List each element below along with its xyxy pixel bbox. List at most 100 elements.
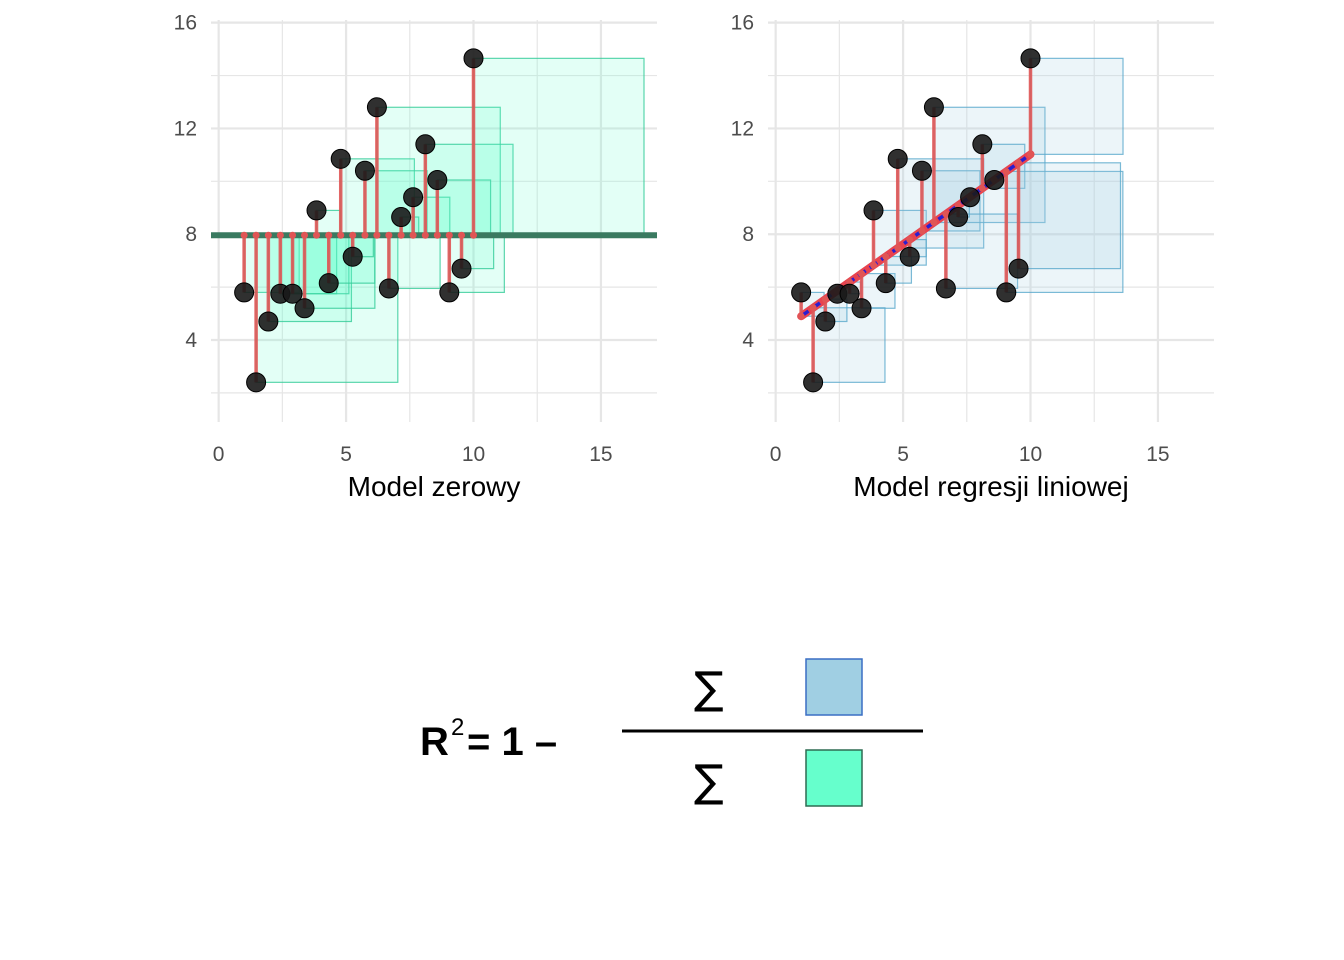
residual-square (472, 57, 645, 236)
data-point (839, 283, 860, 304)
fitted-point (264, 231, 272, 239)
y-tick-label: 12 (174, 117, 197, 140)
data-point (318, 273, 339, 294)
residual-square (460, 234, 495, 270)
data-point (246, 372, 267, 393)
fitted-point (421, 231, 429, 239)
data-point (234, 282, 255, 303)
fitted-point (252, 231, 260, 239)
x-tick-label: 15 (589, 443, 612, 466)
data-point (815, 311, 836, 332)
fitted-point (445, 231, 453, 239)
residual-square (1029, 57, 1124, 155)
data-point (378, 278, 399, 299)
fitted-point (821, 295, 829, 303)
y-tick-label: 16 (731, 12, 754, 35)
residual-square (291, 234, 350, 295)
regression-model-panel: 0 5 10 15 4 8 12 16 Model regresji liniowej (731, 12, 1214, 502)
data-point (972, 134, 993, 155)
data-point (1008, 258, 1029, 279)
y-tick-label: 8 (742, 223, 754, 246)
fitted-point (433, 231, 441, 239)
data-point (366, 97, 387, 118)
fitted-point (325, 231, 333, 239)
data-point (439, 282, 460, 303)
fitted-point (349, 231, 357, 239)
fitted-point (361, 231, 369, 239)
data-point (354, 160, 375, 181)
data-point (803, 372, 824, 393)
data-point (911, 160, 932, 181)
fitted-point (337, 231, 345, 239)
y-tick-label: 16 (174, 12, 197, 35)
y-tick-label: 4 (742, 329, 754, 352)
fitted-point (894, 244, 902, 252)
fitted-point (240, 231, 248, 239)
residual-square (412, 196, 451, 236)
data-point (851, 298, 872, 319)
data-point (960, 187, 981, 208)
fitted-point (918, 227, 926, 235)
fitted-point (978, 184, 986, 192)
fitted-point (954, 201, 962, 209)
data-point (427, 170, 448, 191)
data-point (875, 273, 896, 294)
fitted-point (385, 231, 393, 239)
formula-exponent: 2 (451, 714, 464, 741)
numerator-regression-square (805, 658, 863, 716)
r-squared-formula: R 2 = 1 – ∑ ∑ (420, 658, 923, 807)
data-point (948, 207, 969, 228)
residual-square (388, 234, 441, 290)
x-axis-title: Model zerowy (348, 471, 521, 502)
fitted-point (846, 278, 854, 286)
numerator-sum-symbol: ∑ (694, 663, 724, 714)
data-point (294, 298, 315, 319)
data-point (899, 246, 920, 267)
data-point (330, 148, 351, 169)
fitted-point (858, 270, 866, 278)
fitted-point (906, 236, 914, 244)
fitted-point (289, 231, 297, 239)
fitted-point (458, 231, 466, 239)
fitted-point (797, 312, 805, 320)
x-tick-label: 5 (897, 443, 909, 466)
data-point (863, 200, 884, 221)
null-model-panel: 0 5 10 15 4 8 12 16 Model zerowy (174, 12, 657, 502)
fitted-point (930, 219, 938, 227)
y-tick-label: 12 (731, 117, 754, 140)
x-tick-label: 5 (340, 443, 352, 466)
data-point (887, 148, 908, 169)
fitted-point (313, 231, 321, 239)
fitted-point (942, 210, 950, 218)
data-point (306, 200, 327, 221)
data-point (391, 207, 412, 228)
fitted-point (470, 231, 478, 239)
residual-square (1017, 162, 1122, 270)
data-point (1020, 48, 1041, 69)
fitted-point (276, 231, 284, 239)
fitted-point (373, 231, 381, 239)
x-tick-label: 15 (1146, 443, 1169, 466)
data-point (996, 282, 1017, 303)
y-tick-label: 4 (185, 329, 197, 352)
residual-square (436, 179, 492, 236)
fitted-point (882, 253, 890, 261)
y-tick-label: 8 (185, 223, 197, 246)
data-point (451, 258, 472, 279)
x-tick-label: 10 (1019, 443, 1042, 466)
data-point (984, 170, 1005, 191)
data-point (791, 282, 812, 303)
denominator-null-square (805, 749, 863, 807)
data-point (282, 283, 303, 304)
fitted-point (1015, 159, 1023, 167)
formula-r: R (420, 720, 449, 764)
data-point (415, 134, 436, 155)
residual-square (303, 234, 376, 309)
data-point (342, 246, 363, 267)
fitted-point (870, 261, 878, 269)
residual-square (933, 106, 1046, 224)
x-tick-label: 0 (770, 443, 782, 466)
data-point (403, 187, 424, 208)
formula-equals-one-minus: = 1 – (467, 720, 557, 764)
